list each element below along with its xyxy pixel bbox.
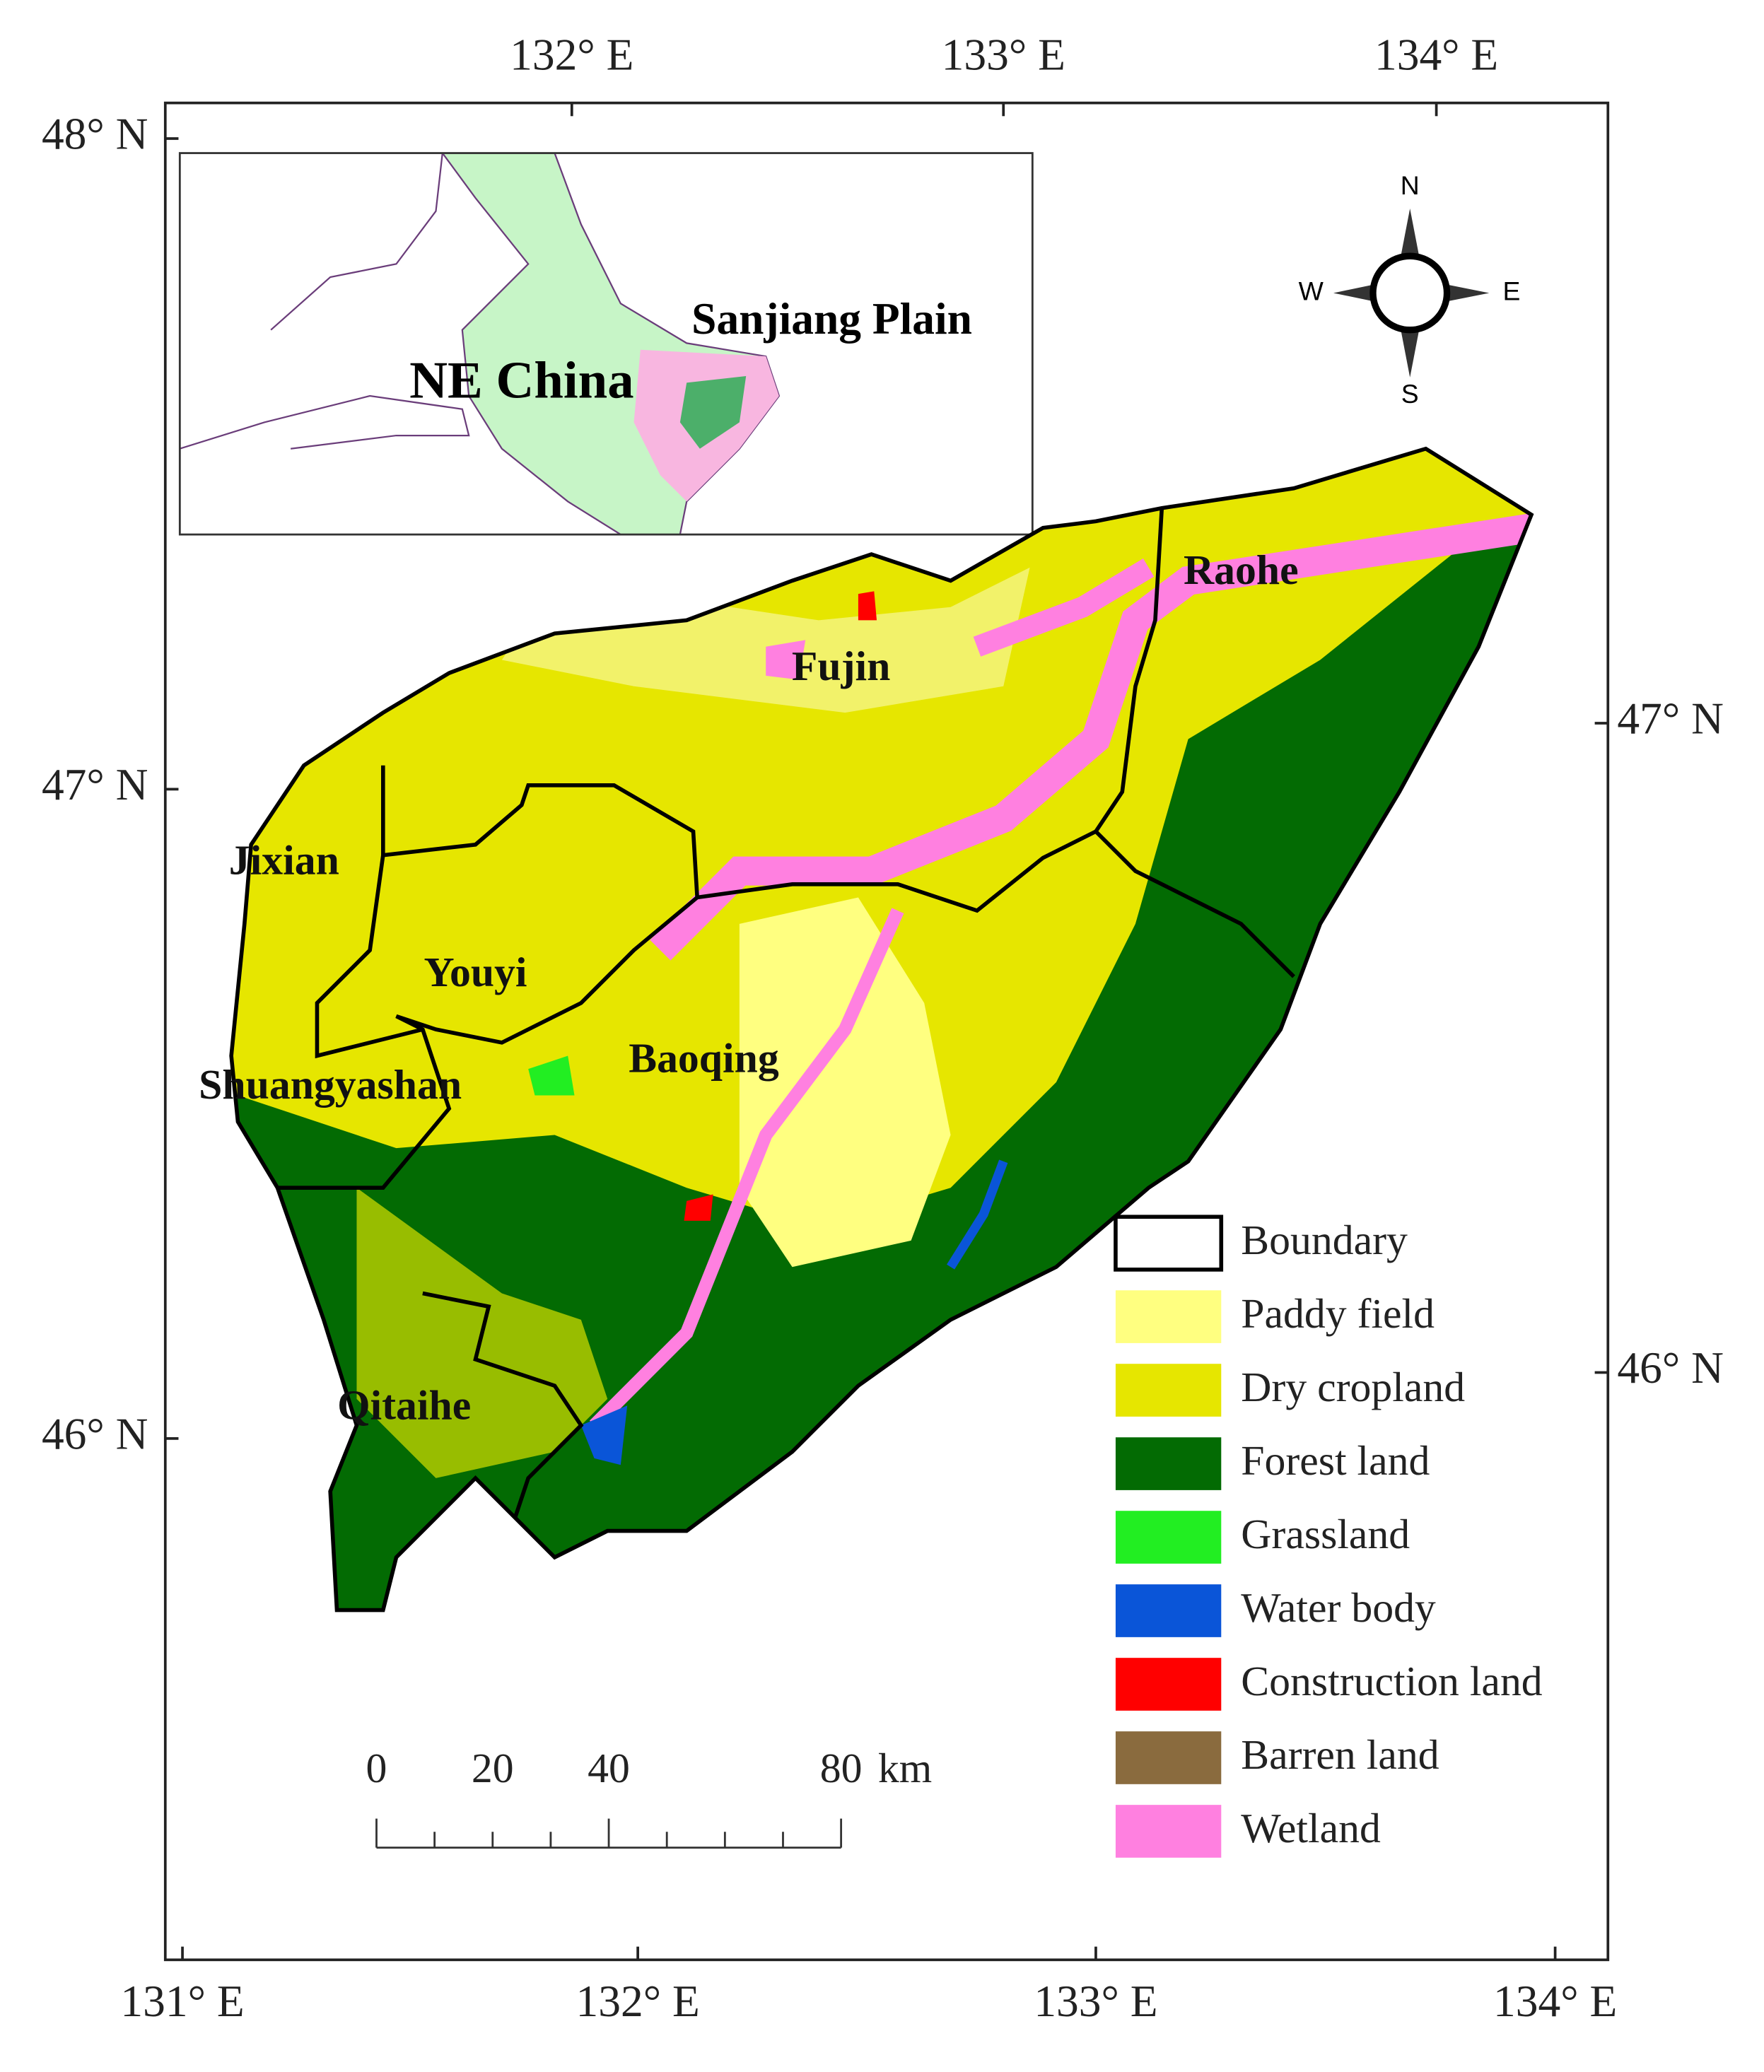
legend-label: Dry cropland — [1241, 1364, 1465, 1410]
graticule-label: 134° E — [1374, 30, 1498, 80]
scale-label: 80 — [820, 1745, 863, 1791]
legend-swatch — [1115, 1364, 1222, 1417]
legend-label: Barren land — [1241, 1731, 1439, 1778]
scale-label: 20 — [472, 1745, 514, 1791]
legend-swatch — [1115, 1658, 1222, 1711]
region-label: Qitaihe — [337, 1382, 471, 1429]
outline — [229, 446, 1534, 1612]
grassland — [528, 1055, 575, 1096]
legend-swatch — [1115, 1584, 1222, 1637]
boundaries — [229, 446, 1534, 1612]
construction — [858, 591, 877, 621]
compass-letter: N — [1401, 170, 1420, 200]
legend-label: Wetland — [1241, 1805, 1381, 1851]
county-border — [422, 1291, 584, 1518]
county-border — [1094, 508, 1164, 833]
region-label: Baoqing — [629, 1035, 779, 1082]
legend-swatch — [1115, 1511, 1222, 1564]
region-label: Jixian — [229, 837, 339, 884]
study-area — [679, 376, 747, 449]
legend-label: Forest land — [1241, 1437, 1430, 1484]
border — [270, 153, 443, 331]
county-border — [381, 765, 1295, 978]
legend-swatch — [1115, 1437, 1222, 1490]
border — [180, 394, 470, 450]
legend-swatch — [1115, 1731, 1222, 1784]
graticule-label: 131° E — [120, 1976, 244, 2026]
legend-swatch — [1114, 1214, 1224, 1272]
county-border — [277, 896, 699, 1190]
legend-swatch — [1115, 1290, 1222, 1343]
graticule-label: 133° E — [1034, 1976, 1157, 2026]
county-border — [315, 855, 424, 1059]
scale-label: 0 — [366, 1745, 387, 1791]
compass-letter: S — [1401, 379, 1419, 409]
inset-label: NE China — [409, 351, 633, 409]
inset-frame — [178, 152, 1034, 536]
graticule-label: 47° N — [42, 759, 148, 809]
compass — [1333, 208, 1490, 377]
region-label: Raohe — [1184, 546, 1299, 593]
compass-letter: E — [1503, 276, 1521, 305]
scale-unit: km — [878, 1745, 932, 1791]
water — [947, 1159, 1008, 1270]
scale-bar — [375, 1818, 843, 1849]
graticule-label: 132° E — [510, 30, 633, 80]
graticule-label: 132° E — [576, 1976, 700, 2026]
graticule-label: 134° E — [1493, 1976, 1617, 2026]
graticule-label: 133° E — [942, 30, 1065, 80]
graticule-label: 48° N — [42, 109, 148, 159]
region-label: Shuangyashan — [199, 1061, 462, 1108]
inset-map — [180, 153, 781, 535]
legend-swatch — [1115, 1805, 1222, 1858]
wetland — [650, 513, 1532, 961]
water — [580, 1405, 628, 1465]
wetland — [766, 640, 806, 680]
legend-label: Water body — [1241, 1584, 1436, 1631]
region-label: Youyi — [424, 949, 527, 995]
region-label: Fujin — [792, 643, 890, 689]
paddy — [739, 897, 951, 1268]
wetland — [589, 908, 904, 1430]
graticule-label: 46° N — [1617, 1342, 1724, 1393]
construction — [684, 1194, 713, 1221]
inset-label: Sanjiang Plain — [691, 293, 972, 344]
legend-label: Grassland — [1241, 1511, 1410, 1557]
scale-label: 40 — [588, 1745, 630, 1791]
labels: 132° E 133° E 134° E 131° E 132° E 133° E 134°… — [42, 30, 1724, 2027]
wetland — [973, 558, 1155, 657]
compass-letter: W — [1299, 276, 1324, 305]
graticule-label: 46° N — [42, 1408, 148, 1458]
legend-label: Boundary — [1241, 1217, 1408, 1263]
graticule-label: 47° N — [1617, 693, 1724, 744]
legend-label: Construction land — [1241, 1658, 1543, 1704]
legend-label: Paddy field — [1241, 1290, 1435, 1337]
